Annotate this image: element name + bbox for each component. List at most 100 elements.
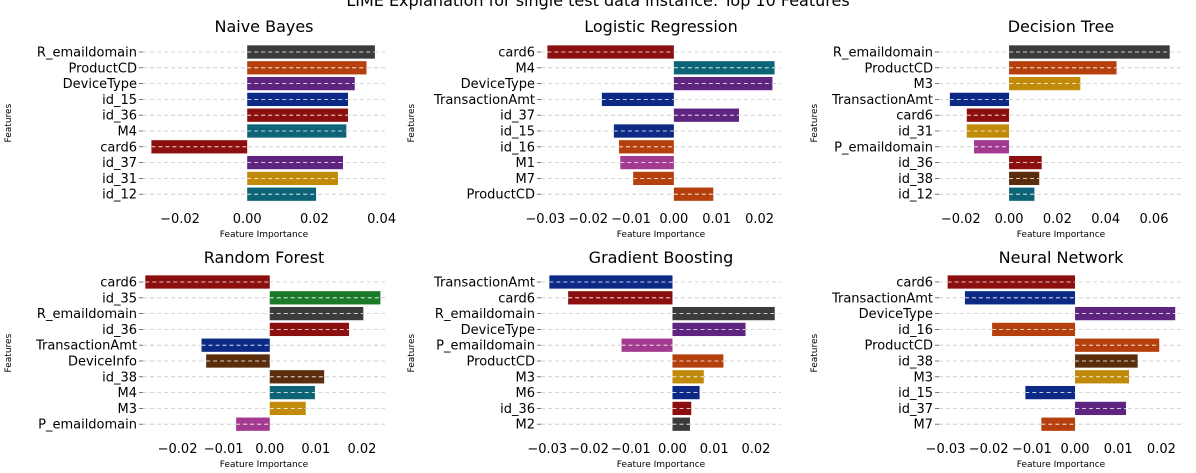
x-tick-label: 0.04 <box>367 212 396 227</box>
y-axis-label: Features <box>407 333 417 372</box>
feature-label: id_15 <box>898 386 933 401</box>
x-tick-label: −0.01 <box>204 442 244 457</box>
x-tick-label: 0.01 <box>702 212 731 227</box>
x-tick-label: −0.01 <box>611 212 651 227</box>
feature-label: ProductCD <box>467 188 535 203</box>
chart-panel-3: Decision Tree R_emaildomainProductCDM3Tra… <box>810 17 1183 240</box>
bar <box>247 187 317 201</box>
bar <box>269 306 364 321</box>
bar <box>151 140 248 154</box>
feature-label: M7 <box>914 418 934 433</box>
feature-label: M4 <box>516 61 536 76</box>
x-tick-label: −0.02 <box>569 442 609 457</box>
bar <box>621 338 673 352</box>
y-axis-label: Features <box>4 333 14 372</box>
x-tick-label: 0.00 <box>659 212 688 227</box>
x-axis-label: Feature Importance <box>220 230 309 240</box>
feature-label: card6 <box>498 291 535 306</box>
feature-label: M6 <box>516 386 536 401</box>
feature-label: TransactionAmt <box>433 93 535 108</box>
bar <box>269 322 350 337</box>
chart-title: Decision Tree <box>1008 17 1115 36</box>
feature-label: M2 <box>516 418 536 433</box>
x-tick-label: 0.02 <box>347 442 376 457</box>
bar <box>992 322 1076 337</box>
x-tick-label: −0.03 <box>525 212 565 227</box>
bar <box>673 187 714 201</box>
feature-label: M3 <box>914 370 934 385</box>
y-axis-label: Features <box>810 103 820 142</box>
x-tick-label: 0.02 <box>1147 442 1176 457</box>
bar <box>633 171 674 186</box>
feature-label: id_12 <box>898 188 933 203</box>
x-tick-label: −0.02 <box>969 442 1009 457</box>
bar <box>672 385 700 400</box>
feature-label: P_emaildomain <box>834 140 933 155</box>
feature-label: id_15 <box>102 93 137 108</box>
feature-label: id_36 <box>102 323 137 338</box>
feature-label: id_16 <box>898 323 933 338</box>
chart-panel-5: Gradient Boosting TransactionAmtcard6R_em… <box>407 248 781 470</box>
feature-label: R_emaildomain <box>833 46 933 61</box>
x-axis-label: Feature Importance <box>1017 460 1106 470</box>
feature-label: id_37 <box>500 109 535 124</box>
x-tick-label: −0.02 <box>160 212 200 227</box>
chart-panel-1: Naive Bayes R_emaildomainProductCDDeviceT… <box>4 17 396 240</box>
feature-label: ProductCD <box>467 355 535 370</box>
x-tick-label: −0.02 <box>158 442 198 457</box>
x-axis-label: Feature Importance <box>617 460 706 470</box>
feature-label: ProductCD <box>69 61 137 76</box>
x-tick-label: 0.02 <box>745 212 774 227</box>
x-tick-label: 0.04 <box>1091 212 1120 227</box>
x-tick-label: 0.06 <box>1140 212 1169 227</box>
x-tick-label: 0.01 <box>1104 442 1133 457</box>
feature-label: P_emaildomain <box>436 339 535 354</box>
chart-panel-6: Neural Network card6TransactionAmtDeviceT… <box>810 248 1183 470</box>
feature-label: id_12 <box>102 188 137 203</box>
bar <box>247 155 343 170</box>
x-tick-label: 0.00 <box>995 212 1024 227</box>
feature-label: TransactionAmt <box>831 93 933 108</box>
y-axis-label: Features <box>4 103 14 142</box>
chart-title: Neural Network <box>999 248 1124 267</box>
feature-label: R_emaildomain <box>37 46 137 61</box>
chart-title: Logistic Regression <box>584 17 737 36</box>
x-axis-label: Feature Importance <box>220 460 309 470</box>
x-tick-label: −0.01 <box>611 442 651 457</box>
bar <box>269 291 381 305</box>
feature-label: card6 <box>896 109 933 124</box>
feature-label: DeviceType <box>461 77 535 92</box>
feature-label: card6 <box>896 276 933 291</box>
feature-label: ProductCD <box>865 61 933 76</box>
feature-label: DeviceInfo <box>68 355 137 370</box>
bar <box>145 275 270 289</box>
bar <box>269 370 325 384</box>
feature-label: id_37 <box>102 156 137 171</box>
feature-label: DeviceType <box>63 77 137 92</box>
feature-label: card6 <box>100 276 137 291</box>
x-tick-label: 0.00 <box>1061 442 1090 457</box>
feature-label: id_35 <box>102 291 137 306</box>
chart-title: Gradient Boosting <box>589 248 734 267</box>
bar <box>201 338 270 352</box>
bar <box>549 275 673 289</box>
feature-label: DeviceType <box>859 307 933 322</box>
feature-label: id_31 <box>102 172 137 187</box>
feature-label: M3 <box>118 402 138 417</box>
bar <box>672 354 724 368</box>
feature-label: card6 <box>498 46 535 61</box>
bar <box>1075 370 1130 384</box>
x-tick-label: −0.02 <box>941 212 981 227</box>
bar <box>1009 61 1117 75</box>
feature-label: TransactionAmt <box>433 276 535 291</box>
x-tick-label: 0.02 <box>300 212 329 227</box>
feature-label: M3 <box>516 370 536 385</box>
x-tick-label: −0.01 <box>1012 442 1052 457</box>
x-tick-label: 0.00 <box>658 442 687 457</box>
feature-label: card6 <box>100 140 137 155</box>
x-tick-label: −0.03 <box>926 442 966 457</box>
feature-label: DeviceType <box>461 323 535 338</box>
feature-label: id_36 <box>500 402 535 417</box>
feature-label: id_38 <box>898 172 933 187</box>
